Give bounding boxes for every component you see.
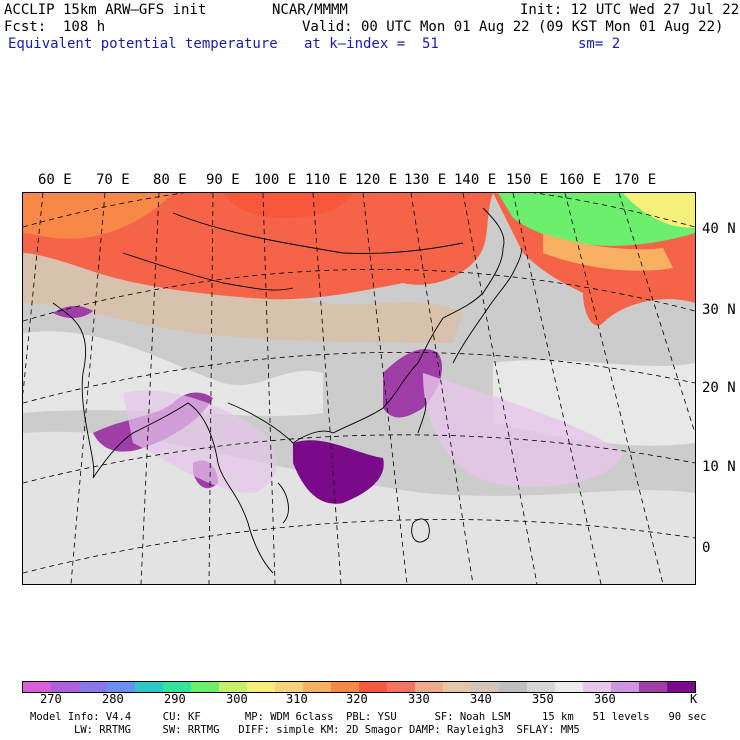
colorbar-swatch: [23, 682, 51, 692]
lon-label: 160 E: [559, 172, 602, 188]
colorbar-swatch: [387, 682, 415, 692]
lon-label: 130 E: [404, 172, 447, 188]
lon-label: 60 E: [38, 172, 72, 188]
lon-label: 80 E: [153, 172, 187, 188]
colorbar-swatch: [331, 682, 359, 692]
map-canvas: [23, 193, 695, 584]
colorbar-label: 300: [226, 692, 248, 706]
model-info-line1: Model Info: V4.4 CU: KF MP: WDM 6class P…: [30, 711, 707, 723]
colorbar-swatch: [527, 682, 555, 692]
org-label: NCAR/MMMM: [272, 2, 348, 18]
colorbar-swatch: [107, 682, 135, 692]
warm-band: [23, 193, 493, 300]
pakistan-max: [53, 306, 93, 319]
colorbar-swatch: [359, 682, 387, 692]
lon-label: 120 E: [355, 172, 398, 188]
lon-label: 70 E: [96, 172, 130, 188]
colorbar-swatch: [583, 682, 611, 692]
smoothing-label: sm= 2: [578, 36, 621, 52]
colorbar-swatch: [611, 682, 639, 692]
colorbar-swatch: [639, 682, 667, 692]
colorbar-label: 310: [286, 692, 308, 706]
lilac-region: [123, 390, 277, 493]
colorbar-label: 360: [594, 692, 616, 706]
valid-time: Valid: 00 UTC Mon 01 Aug 22 (09 KST Mon …: [302, 19, 724, 35]
warm-band-west: [23, 193, 173, 239]
theta-e-map: [22, 192, 696, 585]
level-label: at k–index = 51: [304, 36, 439, 52]
forecast-hour: Fcst: 108 h: [4, 19, 106, 35]
lat-label: 10 N: [702, 459, 736, 475]
model-info-line2: LW: RRTMG SW: RRTMG DIFF: simple KM: 2D …: [74, 724, 580, 736]
south-china-sea-max: [293, 440, 384, 504]
lon-label: 110 E: [305, 172, 348, 188]
colorbar-swatch: [415, 682, 443, 692]
lon-label: 90 E: [206, 172, 240, 188]
colorbar-swatch: [443, 682, 471, 692]
colorbar-swatch: [163, 682, 191, 692]
colorbar-swatch: [303, 682, 331, 692]
colorbar-label: 290: [164, 692, 186, 706]
colorbar-label: 270: [40, 692, 62, 706]
colorbar-swatch: [471, 682, 499, 692]
colorbar-label: 280: [102, 692, 124, 706]
lat-label: 20 N: [702, 380, 736, 396]
colorbar-swatch: [667, 682, 695, 692]
colorbar-swatch: [555, 682, 583, 692]
colorbar-swatch: [499, 682, 527, 692]
lat-label: 30 N: [702, 302, 736, 318]
colorbar-swatch: [135, 682, 163, 692]
init-time: Init: 12 UTC Wed 27 Jul 22: [520, 2, 740, 18]
graticule: [23, 193, 695, 584]
colorbar-label: 340: [470, 692, 492, 706]
colorbar-swatch: [191, 682, 219, 692]
lon-label: 140 E: [454, 172, 497, 188]
lon-label: 150 E: [506, 172, 549, 188]
coastlines: [52, 207, 522, 574]
colorbar-swatch: [51, 682, 79, 692]
lon-label: 170 E: [614, 172, 657, 188]
warm-core: [223, 193, 353, 218]
india-band: [23, 331, 323, 416]
lon-label: 100 E: [254, 172, 297, 188]
colorbar-swatch: [79, 682, 107, 692]
model-title: ACCLIP 15km ARW–GFS init: [4, 2, 207, 18]
colorbar-label: 330: [408, 692, 430, 706]
colorbar-swatch: [247, 682, 275, 692]
colorbar-label: 320: [346, 692, 368, 706]
colorbar-swatch: [275, 682, 303, 692]
colorbar-label: 350: [532, 692, 554, 706]
colorbar-swatch: [219, 682, 247, 692]
colorbar-unit: K: [690, 692, 698, 706]
lat-label: 0: [702, 540, 711, 556]
cool-yellow: [623, 193, 695, 228]
field-name: Equivalent potential temperature: [8, 36, 278, 52]
lat-label: 40 N: [702, 221, 736, 237]
orange-strip: [543, 233, 673, 271]
colorbar: [22, 681, 696, 693]
